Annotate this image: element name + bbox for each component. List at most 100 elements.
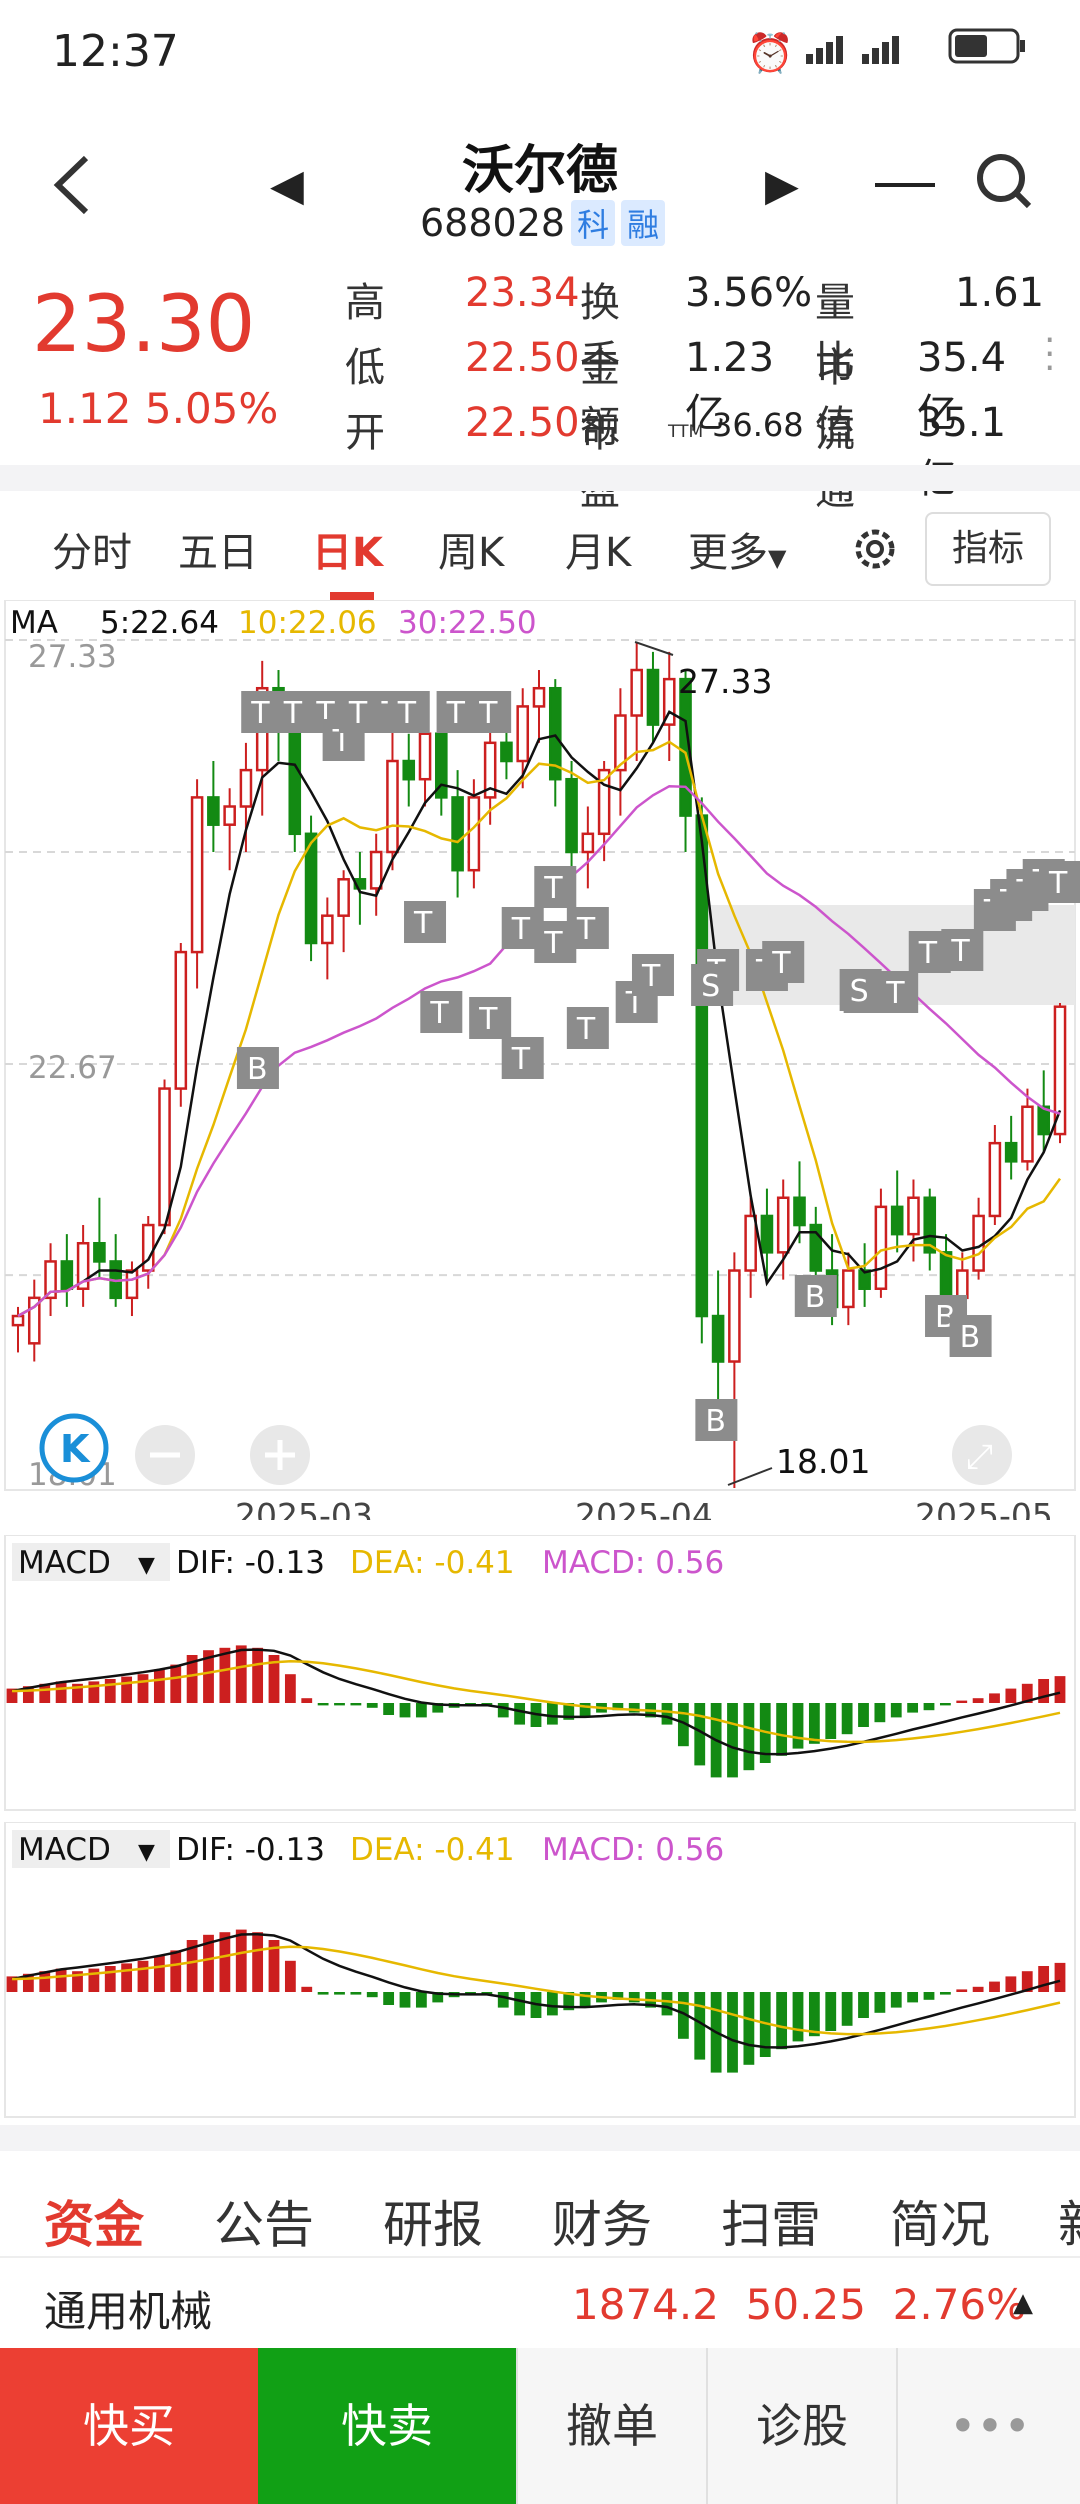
candle [239,768,253,808]
indicator-button[interactable]: 指标 [925,512,1051,586]
high-pointer [634,641,674,656]
macd-bar [907,1992,919,2003]
tab-announcements[interactable]: 公告 [214,2196,314,2254]
k-logo-icon[interactable] [39,1413,109,1483]
macd-bar [137,1960,149,1992]
kline-chart[interactable]: BBBBBTTTTTTTTTTTTTTTTTTTTTTTTTTTTTTTTSS … [0,600,1080,1520]
macd-bar [72,1683,83,1703]
macd-bar [88,1681,100,1703]
macd-panel-1[interactable]: MACD ▼ DIF: -0.13 DEA: -0.41 MACD: 0.56 [0,1535,1080,1815]
ma5-line [17,710,1062,1318]
candle [321,914,334,945]
marker-label: T [1048,866,1068,901]
sector-name[interactable]: 通用机械 [44,2287,213,2336]
macd-bar [972,1698,984,1703]
tab-research[interactable]: 研报 [383,2196,483,2254]
quick-buy-button[interactable]: 快买 [0,2348,258,2504]
expand-up-icon[interactable]: ▲ [1013,2288,1033,2318]
macd-bar [6,1976,18,1992]
trade-markers: BBBBBTTTTTTTTTTTTTTTTTTTTTTTTTTTTTTTTSS [236,691,1080,1441]
more-actions-button[interactable]: ••• [896,2348,1080,2504]
macd-bar [694,1992,706,2060]
search-icon[interactable] [975,152,1033,210]
marker-label: B [960,1320,981,1355]
tab-monthly-k[interactable]: 月K [565,530,632,576]
tab-more[interactable]: 更多▼ [688,520,786,578]
tab-risk-scan[interactable]: 扫雷 [721,2196,821,2254]
prev-stock-icon[interactable]: ◀ [270,160,304,211]
macd-bar [743,1992,755,2065]
next-stock-icon[interactable]: ▶ [765,160,799,211]
macd-bar [546,1703,558,1725]
annotation-high: 27.33 [678,662,772,701]
macd-lines-2 [11,1932,1061,2049]
candle [1004,1141,1018,1163]
marker-box [631,954,674,996]
candle [842,1269,855,1309]
marker-box [949,1315,992,1357]
tab-profile[interactable]: 简况 [890,2196,990,2254]
k-logo-letter: K [60,1427,91,1471]
macd-selector-2[interactable] [12,1830,170,1868]
candle [158,1087,171,1227]
tab-daily-k[interactable]: 日K [312,530,383,576]
active-tab-indicator [330,592,374,600]
macd-bar [39,1683,51,1703]
minimize-icon[interactable] [875,183,935,187]
macd-bar [923,1703,935,1711]
status-icons: ⏰ [746,26,1028,76]
macd-bar [301,1698,313,1703]
macd-bar [284,1674,296,1703]
candle [581,832,595,854]
macd-bar [579,1703,591,1718]
marker-label: S [701,969,720,1004]
macd-selector-1[interactable] [12,1543,170,1581]
back-icon[interactable] [40,150,110,220]
macd-bar [579,1992,591,2008]
tab-five-day[interactable]: 五日 [178,530,258,576]
gear-icon[interactable] [848,522,902,576]
more-quote-icon[interactable]: · · · [1044,320,1056,389]
quick-sell-button[interactable]: 快卖 [258,2348,516,2504]
value-market-cap: 35.4亿 [917,335,1007,437]
macd-bar [939,1992,951,1995]
tab-weekly-k[interactable]: 周K [438,530,505,576]
macd-panel-2[interactable]: MACD ▼ DIF: -0.13 DEA: -0.41 MACD: 0.56 [0,1822,1080,2122]
trade-marker: B [236,1047,279,1089]
cancel-order-button[interactable]: 撤单 [516,2348,706,2504]
caret-down-icon-1: ▼ [138,1553,155,1578]
tab-funds[interactable]: 资金 [44,2196,144,2254]
marker-box [387,691,430,733]
macd-bar [563,1703,575,1720]
tab-new[interactable]: 新 [1058,2185,1080,2257]
candle [711,1314,725,1363]
sector-change: 50.25 [745,2280,866,2329]
fullscreen-icon[interactable] [952,1425,1012,1485]
macd-bar [677,1703,689,1747]
trade-marker: T [876,971,919,1013]
marker-box [501,1037,544,1079]
value-low: 22.50 [465,335,580,381]
macd-bar [989,1981,1000,1992]
marker-label: T [348,696,368,731]
tab-finance[interactable]: 财务 [552,2196,652,2254]
macd-histogram-2 [6,1929,1066,2073]
low-pointer [727,1467,773,1486]
marker-box [566,907,609,949]
value-amount: 1.23亿 [685,335,775,437]
diagnose-button[interactable]: 诊股 [706,2348,896,2504]
macd-bar [366,1992,378,1998]
tag-margin: 融 [621,200,666,246]
tab-intraday[interactable]: 分时 [52,530,132,576]
marker-box [236,1047,279,1089]
quote-row-open: 开 22.50 市盈 TTM 36.68 流通 35.1亿 [345,400,1006,514]
axis-price-top: 27.33 [28,639,117,675]
macd-bar [399,1992,411,2008]
candle [337,878,350,917]
macd-bar [6,1688,18,1703]
macd-bar [252,1647,264,1703]
macd-bar [121,1676,133,1703]
macd-bar [383,1992,395,2005]
macd-bar [268,1655,280,1703]
divider [0,465,1080,491]
